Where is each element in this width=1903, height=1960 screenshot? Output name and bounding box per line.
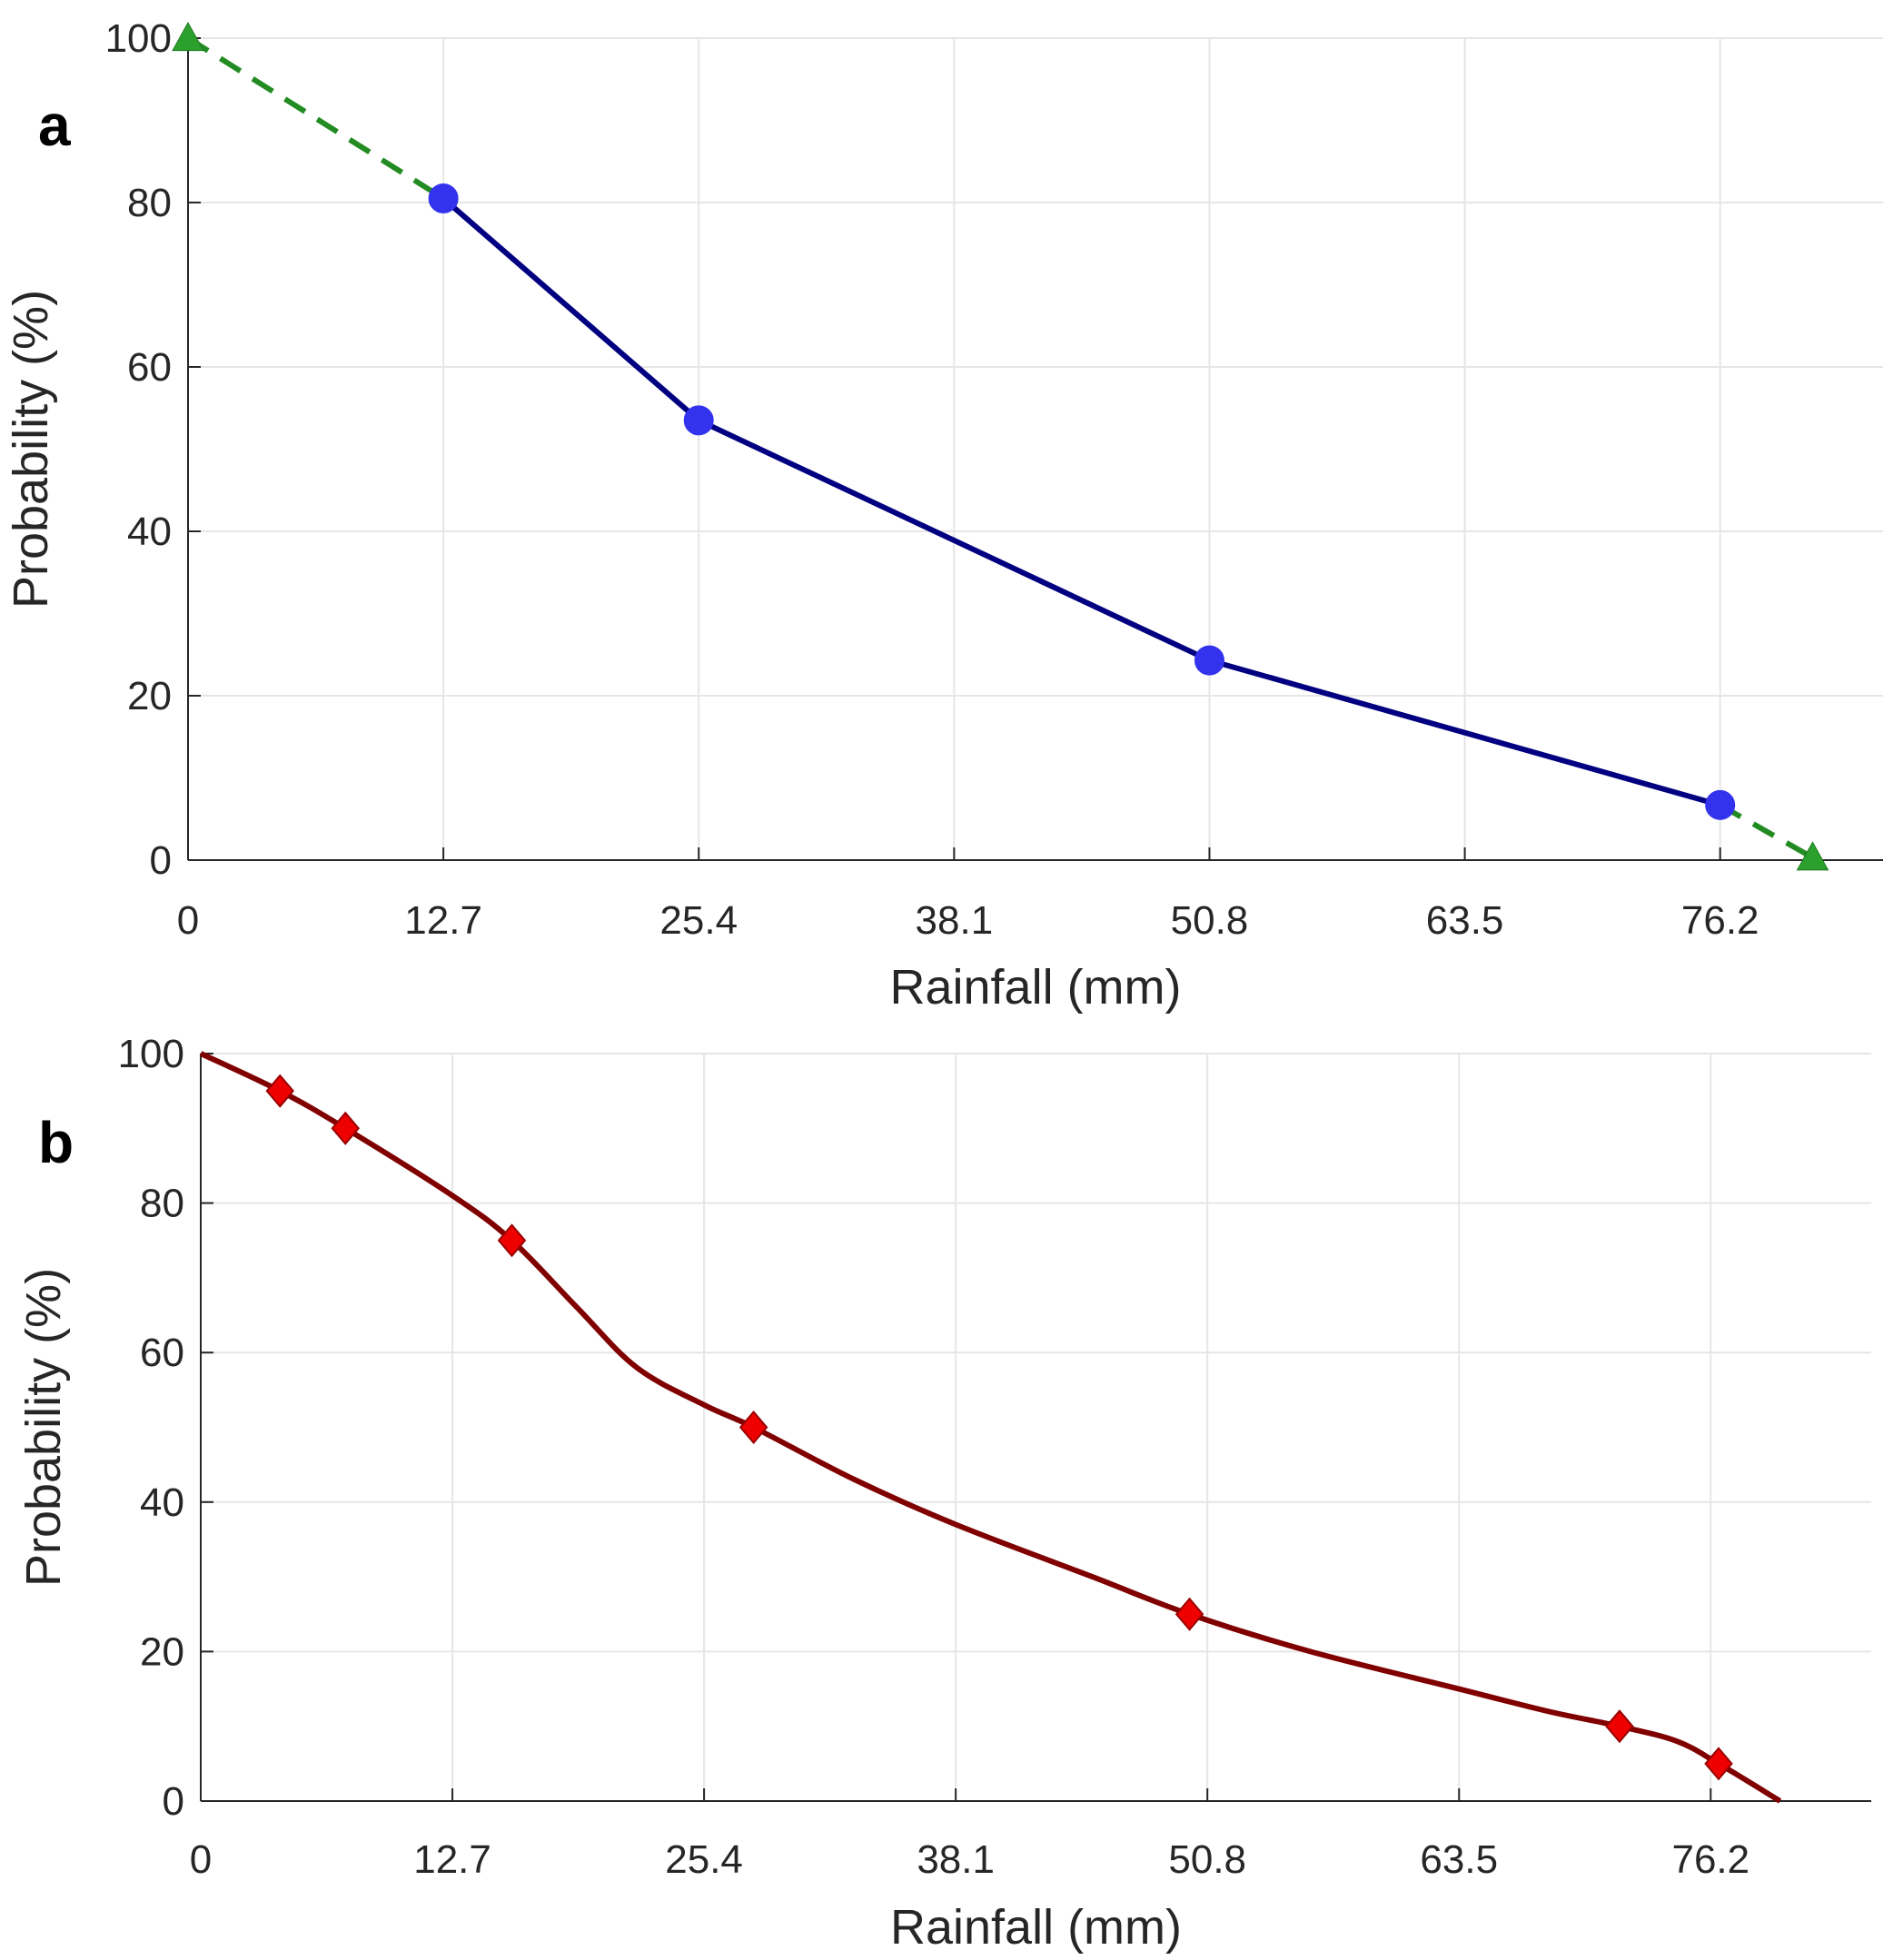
data-point-diamond	[1605, 1709, 1634, 1744]
chart-panel-b: 0 12.7 25.4 38.1 50.8 63.5 76.2 0 20 40 60 80 100 Rai…	[16, 1032, 1871, 1955]
y-tick-label: 40	[127, 510, 172, 554]
y-tick-label: 80	[127, 181, 172, 225]
x-tick-label: 50.8	[1171, 898, 1249, 943]
x-tick-label: 63.5	[1420, 1837, 1498, 1882]
data-point-circle	[1194, 645, 1224, 676]
x-tick-label: 0	[177, 898, 199, 943]
series-line-curve	[199, 1051, 1782, 1804]
panel-label: b	[38, 1110, 74, 1175]
y-tick-label: 60	[140, 1331, 184, 1375]
data-point-circle	[1705, 789, 1736, 820]
x-tick-label: 38.1	[917, 1837, 995, 1882]
x-tick-label: 76.2	[1681, 898, 1759, 943]
y-tick-label: 20	[140, 1629, 184, 1674]
data-point-triangle	[172, 21, 204, 52]
x-tick-label: 50.8	[1168, 1837, 1246, 1882]
data-point-diamond	[738, 1410, 768, 1445]
x-tick-label: 25.4	[665, 1837, 743, 1882]
y-tick-label: 100	[105, 16, 172, 61]
y-tick-label: 40	[140, 1480, 184, 1525]
x-tick-label: 12.7	[413, 1837, 491, 1882]
y-axis-label: Probability (%)	[4, 290, 58, 609]
x-tick-label: 0	[190, 1837, 212, 1882]
y-tick-label: 0	[163, 1779, 184, 1824]
y-axis-label: Probability (%)	[16, 1268, 71, 1587]
y-tick-label: 100	[118, 1032, 184, 1076]
y-tick-label: 60	[127, 345, 172, 390]
series-line-dashed	[1719, 802, 1815, 860]
x-tick-label: 63.5	[1426, 898, 1504, 943]
x-tick-label: 38.1	[916, 898, 994, 943]
data-point-circle	[683, 405, 714, 436]
x-axis-label: Rainfall (mm)	[890, 1900, 1182, 1955]
x-axis-label: Rainfall (mm)	[889, 960, 1181, 1015]
y-tick-label: 20	[127, 674, 172, 718]
data-point-triangle	[1796, 841, 1829, 871]
panel-label: a	[38, 93, 71, 158]
x-tick-label: 76.2	[1671, 1837, 1749, 1882]
series-line	[441, 196, 1721, 808]
data-point-diamond	[497, 1223, 527, 1258]
series-line-dashed	[186, 35, 445, 202]
data-point-circle	[428, 183, 459, 213]
data-point-diamond	[1175, 1597, 1204, 1631]
x-tick-label: 12.7	[404, 898, 482, 943]
data-point-diamond	[1704, 1747, 1733, 1781]
chart-panel-a: 0 12.7 25.4 38.1 50.8 63.5 76.2 0 20 40 60 80 100 Rai…	[4, 16, 1883, 1015]
y-tick-label: 80	[140, 1182, 184, 1226]
data-point-diamond	[331, 1111, 361, 1145]
y-tick-label: 0	[150, 838, 172, 883]
data-point-diamond	[265, 1074, 295, 1108]
x-tick-label: 25.4	[659, 898, 738, 943]
